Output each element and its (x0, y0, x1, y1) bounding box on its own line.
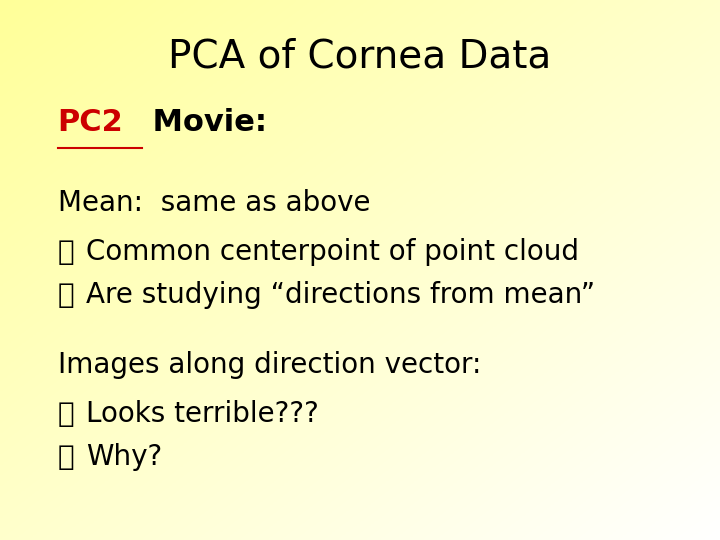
Text: ・: ・ (58, 281, 74, 309)
Text: Why?: Why? (86, 443, 163, 471)
Text: PCA of Cornea Data: PCA of Cornea Data (168, 38, 552, 76)
Text: Mean:  same as above: Mean: same as above (58, 189, 370, 217)
Text: ・: ・ (58, 400, 74, 428)
Text: Movie:: Movie: (143, 108, 267, 137)
Text: ・: ・ (58, 443, 74, 471)
Text: ・: ・ (58, 238, 74, 266)
Text: Common centerpoint of point cloud: Common centerpoint of point cloud (86, 238, 580, 266)
Text: PC2: PC2 (58, 108, 123, 137)
Text: Are studying “directions from mean”: Are studying “directions from mean” (86, 281, 595, 309)
Text: Images along direction vector:: Images along direction vector: (58, 351, 481, 379)
Text: Looks terrible???: Looks terrible??? (86, 400, 319, 428)
